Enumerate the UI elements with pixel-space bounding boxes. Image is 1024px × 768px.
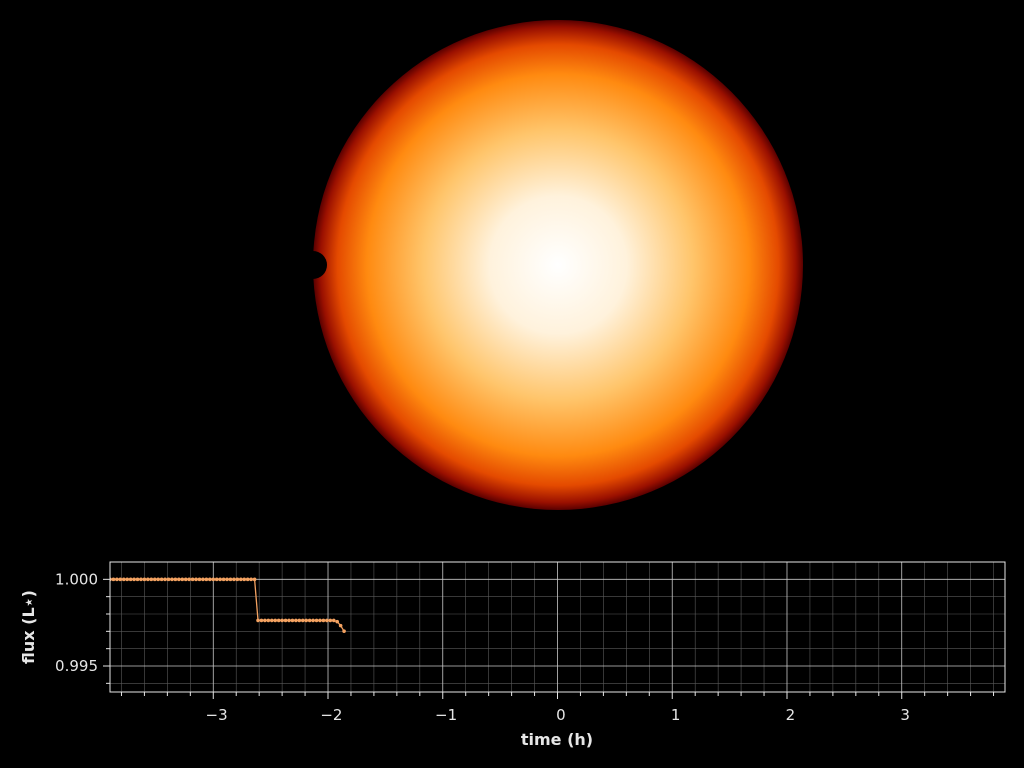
flux-data-point <box>228 577 233 582</box>
x-tick-label: 3 <box>900 706 910 724</box>
flux-data-point <box>331 618 336 623</box>
flux-data-point <box>142 577 147 582</box>
flux-data-point <box>259 618 264 623</box>
flux-data-point <box>235 577 240 582</box>
x-tick-label: −2 <box>320 706 342 724</box>
flux-data-point <box>173 577 178 582</box>
flux-data-point <box>273 618 278 623</box>
flux-data-point <box>321 618 326 623</box>
flux-data-point <box>290 618 295 623</box>
y-axis-label: flux (L⋆) <box>19 590 38 664</box>
flux-data-point <box>221 577 226 582</box>
y-tick-label: 0.995 <box>55 657 98 675</box>
flux-data-point <box>159 577 164 582</box>
flux-data-point <box>249 577 253 582</box>
flux-data-point <box>139 577 143 582</box>
flux-data-point <box>294 618 298 623</box>
y-axis-tick-labels: 0.995 1.000 <box>55 571 98 676</box>
flux-data-point <box>180 577 185 582</box>
flux-data-point <box>177 577 181 582</box>
flux-data-point <box>135 577 140 582</box>
flux-data-point <box>132 577 136 582</box>
x-tick-label: 0 <box>556 706 566 724</box>
flux-data-point <box>214 577 219 582</box>
flux-data-point <box>242 577 247 582</box>
flux-data-point <box>128 577 133 582</box>
flux-data-point <box>163 577 167 582</box>
flux-data-point <box>149 577 154 582</box>
stellar-disk <box>313 20 803 510</box>
axis-ticks <box>103 578 995 699</box>
flux-data-point <box>307 618 312 623</box>
flux-data-point <box>190 577 195 582</box>
flux-data-point <box>208 577 212 582</box>
flux-data-point <box>166 577 171 582</box>
flux-data-point <box>256 618 260 623</box>
flux-data-point <box>245 577 250 582</box>
flux-data-point <box>304 618 309 623</box>
major-grid <box>110 562 1005 692</box>
flux-data-point <box>335 619 339 624</box>
x-axis-tick-labels: −3 −2 −1 0 1 2 3 <box>206 706 910 724</box>
flux-data-point <box>311 618 315 623</box>
flux-data-point <box>300 618 305 623</box>
x-tick-label: −3 <box>206 706 228 724</box>
flux-data-point <box>204 577 209 582</box>
flux-data-point <box>328 618 333 623</box>
flux-data-point <box>170 577 174 582</box>
flux-data-point <box>283 618 288 623</box>
flux-data-point <box>197 577 202 582</box>
light-curve-plot: −3 −2 −1 0 1 2 3 0.995 1.000 time (h) fl… <box>19 561 1006 749</box>
flux-data-point <box>187 577 191 582</box>
flux-data-point <box>218 577 222 582</box>
flux-data-point <box>266 618 271 623</box>
flux-data-point <box>263 618 267 623</box>
x-tick-label: 2 <box>786 706 796 724</box>
flux-data-point <box>318 618 322 623</box>
flux-data-point <box>146 577 150 582</box>
flux-data-point <box>111 577 116 582</box>
flux-data-point <box>194 577 198 582</box>
flux-data-point <box>297 618 302 623</box>
x-tick-label: 1 <box>671 706 681 724</box>
flux-data-point <box>239 577 243 582</box>
flux-data-point <box>287 618 291 623</box>
flux-data-point <box>183 577 188 582</box>
flux-data-point <box>152 577 157 582</box>
flux-data-point <box>201 577 205 582</box>
flux-data-point <box>276 618 281 623</box>
flux-data-point <box>118 577 123 582</box>
x-tick-label: −1 <box>435 706 457 724</box>
flux-data-point <box>125 577 130 582</box>
flux-data-point <box>280 618 284 623</box>
flux-data-point <box>325 618 329 623</box>
flux-data-point <box>232 577 236 582</box>
flux-data-point <box>342 629 346 633</box>
flux-data-point <box>314 618 319 623</box>
y-tick-label: 1.000 <box>55 571 98 589</box>
flux-data-point <box>211 577 216 582</box>
flux-data-point <box>115 577 119 582</box>
light-curve <box>110 577 346 633</box>
flux-data-point <box>121 577 126 582</box>
flux-data-point <box>225 577 229 582</box>
star-panel <box>313 20 803 510</box>
transiting-planet <box>313 251 327 279</box>
flux-data-point <box>156 577 160 582</box>
flux-data-point <box>252 577 257 582</box>
flux-data-point <box>338 623 343 628</box>
flux-data-point <box>269 618 274 623</box>
x-axis-label: time (h) <box>521 730 593 749</box>
